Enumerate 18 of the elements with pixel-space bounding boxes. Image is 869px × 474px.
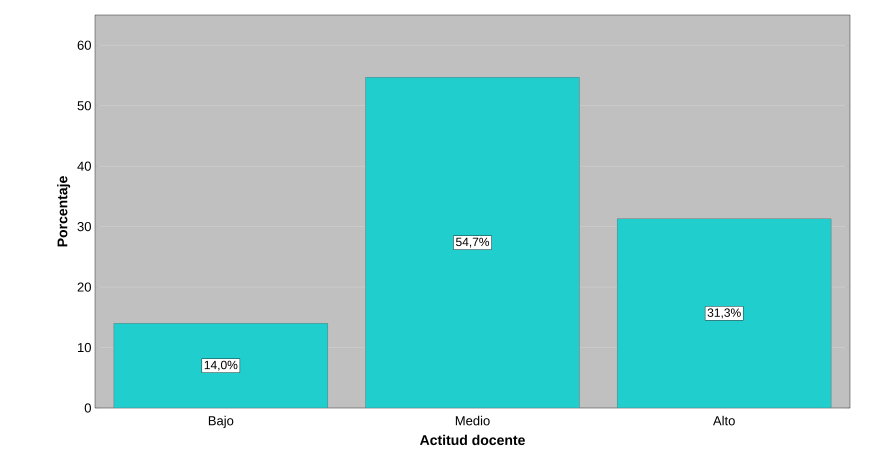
y-axis-title: Porcentaje [57,176,70,246]
data-label: 54,7% [456,238,490,248]
y-tick-label: 10 [78,342,91,352]
data-label: 31,3% [708,308,741,318]
x-axis-title: Actitud docente [420,434,525,446]
bar [114,323,328,408]
bar [365,77,580,408]
bar [617,218,832,408]
y-tick-label: 40 [77,162,91,171]
y-tick-label: 60 [78,40,91,50]
y-tick-label: 50 [78,101,91,110]
x-tick-label: Bajo [208,416,234,428]
y-tick-label: 30 [78,222,91,232]
data-label: 14,0% [204,360,238,371]
y-tick-label: 20 [78,282,91,292]
y-tick-label: 0 [84,403,91,413]
x-tick-label: Medio [456,416,490,426]
x-tick-label: Alto [713,416,735,426]
